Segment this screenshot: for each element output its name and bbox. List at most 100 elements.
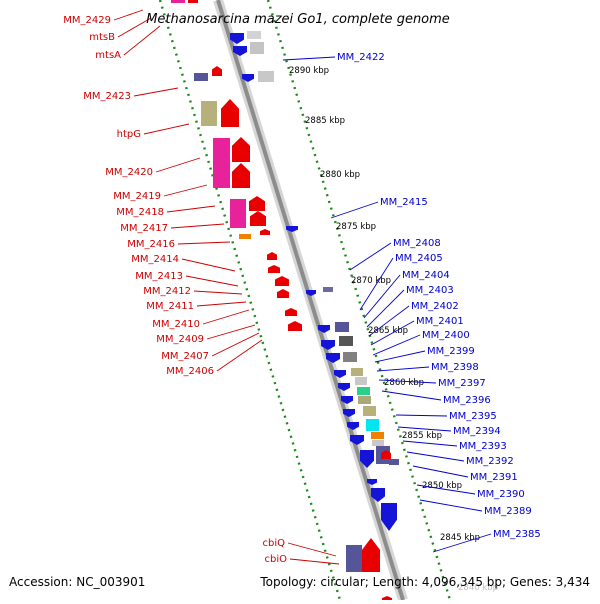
right-leader-line: [406, 451, 465, 462]
outer-dotted-ring: [266, 0, 452, 601]
right-leader-line: [372, 334, 421, 356]
gene-feature-30: [339, 336, 353, 346]
right-leader-line: [378, 379, 437, 384]
kbp-label: 2840 kbp: [458, 583, 498, 593]
left-gene-label: MM_2413: [135, 271, 183, 282]
gene-feature-25: [288, 321, 302, 331]
gene-feature-50: [381, 450, 391, 459]
left-gene-label: htpG: [117, 129, 141, 140]
right-gene-label: MM_2390: [477, 489, 525, 500]
left-leader-line: [287, 542, 337, 557]
kbp-label: 2875 kbp: [336, 222, 376, 232]
gene-feature-46: [372, 440, 384, 446]
left-leader-line: [193, 290, 243, 295]
right-gene-label: MM_2396: [443, 395, 491, 406]
gene-feature-13: [232, 163, 250, 188]
gene-feature-51: [389, 459, 399, 465]
right-gene-label: MM_2404: [402, 270, 450, 281]
right-gene-label: MM_2399: [427, 346, 475, 357]
gene-feature-9: [201, 101, 217, 126]
gene-feature-37: [357, 387, 370, 395]
backbone-group: [213, 0, 408, 602]
gene-feature-4: [233, 46, 247, 56]
gene-feature-top-pink: [171, 0, 185, 3]
right-leader-line: [397, 426, 452, 432]
right-leader-line: [376, 366, 430, 372]
left-gene-label: MM_2423: [83, 91, 131, 102]
gene-feature-27: [323, 287, 333, 292]
kbp-label: 2845 kbp: [440, 533, 480, 543]
left-leader-line: [185, 275, 239, 287]
gene-feature-5: [194, 73, 208, 81]
left-leader-line: [170, 223, 225, 229]
left-leader-line: [177, 241, 231, 245]
gene-feature-8: [242, 74, 254, 82]
left-gene-label: mtsB: [89, 32, 115, 43]
gene-feature-18: [260, 229, 270, 235]
left-gene-label: MM_2419: [113, 191, 161, 202]
kbp-label: 2890 kbp: [289, 66, 329, 76]
right-gene-label: MM_2398: [431, 362, 479, 373]
gene-features: [171, 0, 399, 602]
gene-feature-40: [341, 396, 353, 404]
right-leader-line: [402, 440, 458, 447]
left-gene-label: MM_2418: [116, 207, 164, 218]
right-leader-line: [349, 242, 392, 271]
left-gene-label: MM_2420: [105, 167, 153, 178]
right-leader-line: [368, 305, 410, 337]
gene-feature-54: [381, 503, 397, 531]
kbp-label: 2880 kbp: [320, 170, 360, 180]
right-leader-line: [395, 414, 448, 417]
gene-feature-35: [355, 377, 367, 385]
left-leader-line: [196, 301, 247, 307]
gene-feature-19: [286, 226, 298, 232]
gene-feature-1: [230, 33, 244, 44]
backbone-line: [216, 0, 405, 601]
gene-feature-42: [343, 409, 355, 417]
left-leader-line: [155, 157, 201, 173]
right-gene-label: MM_2415: [380, 197, 428, 208]
right-leader-line: [381, 390, 442, 401]
gene-feature-29: [318, 325, 330, 333]
left-gene-label: MM_2429: [63, 15, 111, 26]
right-leader-line: [432, 533, 492, 553]
right-leader-line: [366, 289, 405, 328]
left-gene-label: MM_2407: [161, 351, 209, 362]
right-gene-label: MM_2408: [393, 238, 441, 249]
right-gene-label: MM_2392: [466, 456, 514, 467]
gene-feature-2: [247, 31, 261, 39]
right-leader-line: [363, 274, 401, 319]
right-gene-label: MM_2401: [416, 316, 464, 327]
gene-feature-10: [221, 99, 239, 127]
left-leader-line: [143, 123, 190, 135]
right-gene-label: MM_2397: [438, 378, 486, 389]
gene-feature-14: [230, 199, 246, 228]
right-gene-label: MM_2391: [470, 472, 518, 483]
right-gene-label: MM_2405: [395, 253, 443, 264]
left-gene-label: MM_2409: [156, 334, 204, 345]
right-leader-line: [359, 257, 394, 311]
gene-feature-34: [351, 368, 363, 376]
kbp-label: 2885 kbp: [305, 116, 345, 126]
gene-feature-55: [346, 545, 362, 572]
left-leader-line: [211, 332, 260, 357]
left-gene-label: MM_2412: [143, 286, 191, 297]
right-gene-label: MM_2422: [337, 52, 385, 63]
left-leader-line: [206, 324, 256, 340]
right-leader-line: [419, 499, 483, 512]
gene-feature-top-red: [188, 0, 198, 3]
gene-feature-12: [232, 137, 250, 162]
map-title: Methanosarcina mazei Go1, complete genom…: [146, 12, 450, 27]
left-leader-line: [133, 87, 179, 97]
right-leader-line: [416, 484, 476, 495]
kbp-scale: 2890 kbp 2885 kbp 2880 kbp 2875 kbp 2870 kbp…: [289, 66, 498, 593]
gene-feature-49: [360, 450, 374, 468]
kbp-label: 2855 kbp: [402, 431, 442, 441]
gene-feature-31: [321, 340, 335, 350]
left-leader-line: [117, 17, 152, 38]
gene-feature-22: [275, 276, 289, 286]
gene-feature-45: [371, 432, 384, 439]
left-gene-label: MM_2416: [127, 239, 175, 250]
